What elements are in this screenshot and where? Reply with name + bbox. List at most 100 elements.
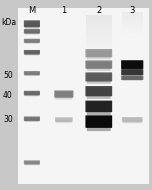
FancyBboxPatch shape xyxy=(87,125,111,131)
FancyBboxPatch shape xyxy=(24,39,40,43)
FancyBboxPatch shape xyxy=(87,74,111,79)
FancyBboxPatch shape xyxy=(85,115,112,128)
Bar xyxy=(122,25,143,26)
Bar xyxy=(86,33,112,34)
Bar xyxy=(122,26,143,27)
FancyBboxPatch shape xyxy=(25,40,39,42)
FancyBboxPatch shape xyxy=(25,92,39,94)
FancyBboxPatch shape xyxy=(87,93,111,99)
FancyBboxPatch shape xyxy=(25,119,39,122)
FancyBboxPatch shape xyxy=(25,74,39,76)
FancyBboxPatch shape xyxy=(25,30,39,32)
FancyBboxPatch shape xyxy=(55,96,72,99)
Bar xyxy=(86,32,112,33)
FancyBboxPatch shape xyxy=(122,66,142,71)
FancyBboxPatch shape xyxy=(87,66,111,71)
FancyBboxPatch shape xyxy=(25,161,39,163)
FancyBboxPatch shape xyxy=(87,51,111,55)
Bar xyxy=(122,18,143,19)
FancyBboxPatch shape xyxy=(56,118,72,121)
Text: 2: 2 xyxy=(96,6,101,15)
FancyBboxPatch shape xyxy=(122,66,142,71)
FancyBboxPatch shape xyxy=(25,22,39,25)
FancyBboxPatch shape xyxy=(87,55,111,59)
FancyBboxPatch shape xyxy=(56,120,72,123)
FancyBboxPatch shape xyxy=(25,72,39,74)
FancyBboxPatch shape xyxy=(25,119,39,122)
Bar xyxy=(86,51,112,52)
Bar xyxy=(86,24,112,25)
Bar xyxy=(86,17,112,18)
FancyBboxPatch shape xyxy=(85,72,112,82)
FancyBboxPatch shape xyxy=(87,109,111,115)
FancyBboxPatch shape xyxy=(122,62,142,66)
FancyBboxPatch shape xyxy=(87,118,111,124)
Bar xyxy=(86,39,112,40)
FancyBboxPatch shape xyxy=(25,163,39,165)
FancyBboxPatch shape xyxy=(25,32,39,34)
FancyBboxPatch shape xyxy=(55,96,72,99)
Bar xyxy=(122,17,143,18)
Bar xyxy=(86,20,112,21)
FancyBboxPatch shape xyxy=(24,160,40,165)
Bar xyxy=(122,22,143,23)
Text: 1: 1 xyxy=(61,6,66,15)
FancyBboxPatch shape xyxy=(121,76,143,80)
Bar xyxy=(122,32,143,33)
Bar xyxy=(86,21,112,23)
FancyBboxPatch shape xyxy=(25,41,39,44)
Bar xyxy=(122,16,143,17)
FancyBboxPatch shape xyxy=(25,92,39,94)
FancyBboxPatch shape xyxy=(122,78,142,81)
Bar xyxy=(86,36,112,37)
Bar xyxy=(122,21,143,22)
FancyBboxPatch shape xyxy=(56,120,72,123)
FancyBboxPatch shape xyxy=(25,41,39,44)
Bar xyxy=(86,52,112,53)
FancyBboxPatch shape xyxy=(122,73,142,77)
Bar xyxy=(122,19,143,20)
FancyBboxPatch shape xyxy=(122,77,142,79)
Text: kDa: kDa xyxy=(2,18,17,27)
Bar xyxy=(86,18,112,19)
FancyBboxPatch shape xyxy=(87,55,111,59)
FancyBboxPatch shape xyxy=(25,74,39,76)
FancyBboxPatch shape xyxy=(87,79,111,84)
FancyBboxPatch shape xyxy=(25,163,39,165)
Bar xyxy=(122,14,143,15)
FancyBboxPatch shape xyxy=(87,125,111,131)
Bar xyxy=(86,29,112,30)
Text: 3: 3 xyxy=(130,6,135,15)
FancyBboxPatch shape xyxy=(25,22,39,25)
Text: 30: 30 xyxy=(3,115,13,124)
Bar xyxy=(86,46,112,47)
Bar xyxy=(86,37,112,38)
FancyBboxPatch shape xyxy=(54,90,73,98)
FancyBboxPatch shape xyxy=(55,92,72,96)
FancyBboxPatch shape xyxy=(25,51,39,53)
FancyBboxPatch shape xyxy=(122,73,142,77)
Text: M: M xyxy=(28,6,36,15)
Bar xyxy=(86,49,112,51)
Bar xyxy=(122,20,143,21)
FancyBboxPatch shape xyxy=(122,70,142,74)
Bar xyxy=(122,28,143,29)
FancyBboxPatch shape xyxy=(87,79,111,84)
FancyBboxPatch shape xyxy=(87,74,111,79)
Bar xyxy=(86,38,112,39)
FancyBboxPatch shape xyxy=(24,29,40,34)
FancyBboxPatch shape xyxy=(85,49,112,57)
FancyBboxPatch shape xyxy=(25,51,39,53)
FancyBboxPatch shape xyxy=(25,161,39,163)
Bar xyxy=(86,28,112,29)
FancyBboxPatch shape xyxy=(87,62,111,66)
FancyBboxPatch shape xyxy=(24,71,40,75)
FancyBboxPatch shape xyxy=(121,60,143,69)
FancyBboxPatch shape xyxy=(122,70,142,74)
Bar xyxy=(86,15,112,17)
FancyBboxPatch shape xyxy=(87,103,111,109)
FancyBboxPatch shape xyxy=(85,60,112,69)
Bar xyxy=(122,24,143,25)
FancyBboxPatch shape xyxy=(56,118,72,121)
Bar xyxy=(86,30,112,32)
